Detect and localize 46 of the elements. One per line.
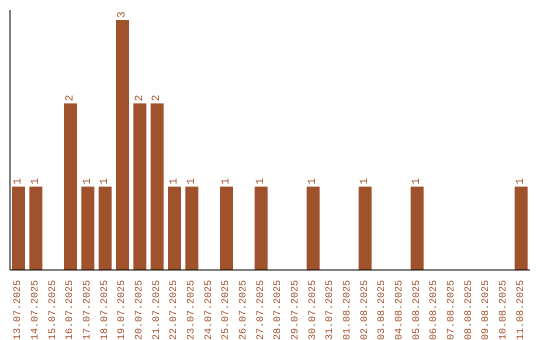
x-tick-label: 19.07.2025 (117, 280, 128, 340)
x-tick-label: 24.07.2025 (204, 280, 215, 340)
x-tick-label: 29.07.2025 (290, 280, 302, 340)
x-tick-label: 04.08.2025 (394, 280, 406, 340)
x-tick-label: 30.07.2025 (308, 280, 319, 340)
x-tick-label: 25.07.2025 (221, 280, 232, 340)
data-label: 1 (515, 178, 528, 185)
data-label: 3 (116, 11, 128, 18)
x-tick-label: 07.08.2025 (446, 280, 458, 340)
data-label: 1 (30, 178, 42, 185)
data-label: 1 (307, 178, 320, 185)
x-tick-label: 09.08.2025 (481, 280, 492, 340)
x-tick-label: 11.08.2025 (516, 280, 527, 340)
x-tick-label: 02.08.2025 (360, 280, 371, 340)
x-tick-label: 27.07.2025 (256, 280, 267, 340)
x-tick-label: 14.07.2025 (30, 280, 42, 340)
x-tick-label: 13.07.2025 (13, 280, 24, 340)
data-label: 2 (151, 94, 164, 102)
x-tick-label: 18.07.2025 (100, 280, 111, 340)
data-label: 1 (168, 178, 180, 185)
x-tick-label: 05.08.2025 (412, 280, 423, 340)
x-tick-label: 15.07.2025 (48, 280, 59, 340)
data-label: 1 (12, 178, 24, 185)
data-label: 2 (64, 94, 76, 102)
data-label: 1 (186, 178, 198, 185)
data-label: 2 (134, 94, 146, 102)
x-tick-label: 22.07.2025 (169, 280, 180, 340)
x-tick-label: 03.08.2025 (377, 280, 388, 340)
x-tick-label: 26.07.2025 (238, 280, 250, 340)
x-tick-label: 06.08.2025 (429, 280, 440, 340)
x-tick-label: 16.07.2025 (65, 280, 76, 340)
data-label: 1 (255, 178, 268, 185)
data-label: 1 (411, 178, 424, 185)
data-label: 1 (82, 178, 94, 185)
x-tick-label: 10.08.2025 (498, 280, 510, 340)
data-label: 1 (220, 178, 232, 185)
x-tick-label: 23.07.2025 (186, 280, 198, 340)
x-tick-label: 21.07.2025 (152, 280, 163, 340)
x-tick-label: 28.07.2025 (273, 280, 284, 340)
x-tick-label: 17.07.2025 (82, 280, 94, 340)
x-tick-label: 31.07.2025 (325, 280, 336, 340)
data-label: 1 (359, 178, 372, 185)
x-tick-label: 01.08.2025 (342, 280, 354, 340)
data-label: 1 (99, 178, 112, 185)
x-tick-label: 08.08.2025 (464, 280, 475, 340)
x-tick-label: 20.07.2025 (134, 280, 146, 340)
